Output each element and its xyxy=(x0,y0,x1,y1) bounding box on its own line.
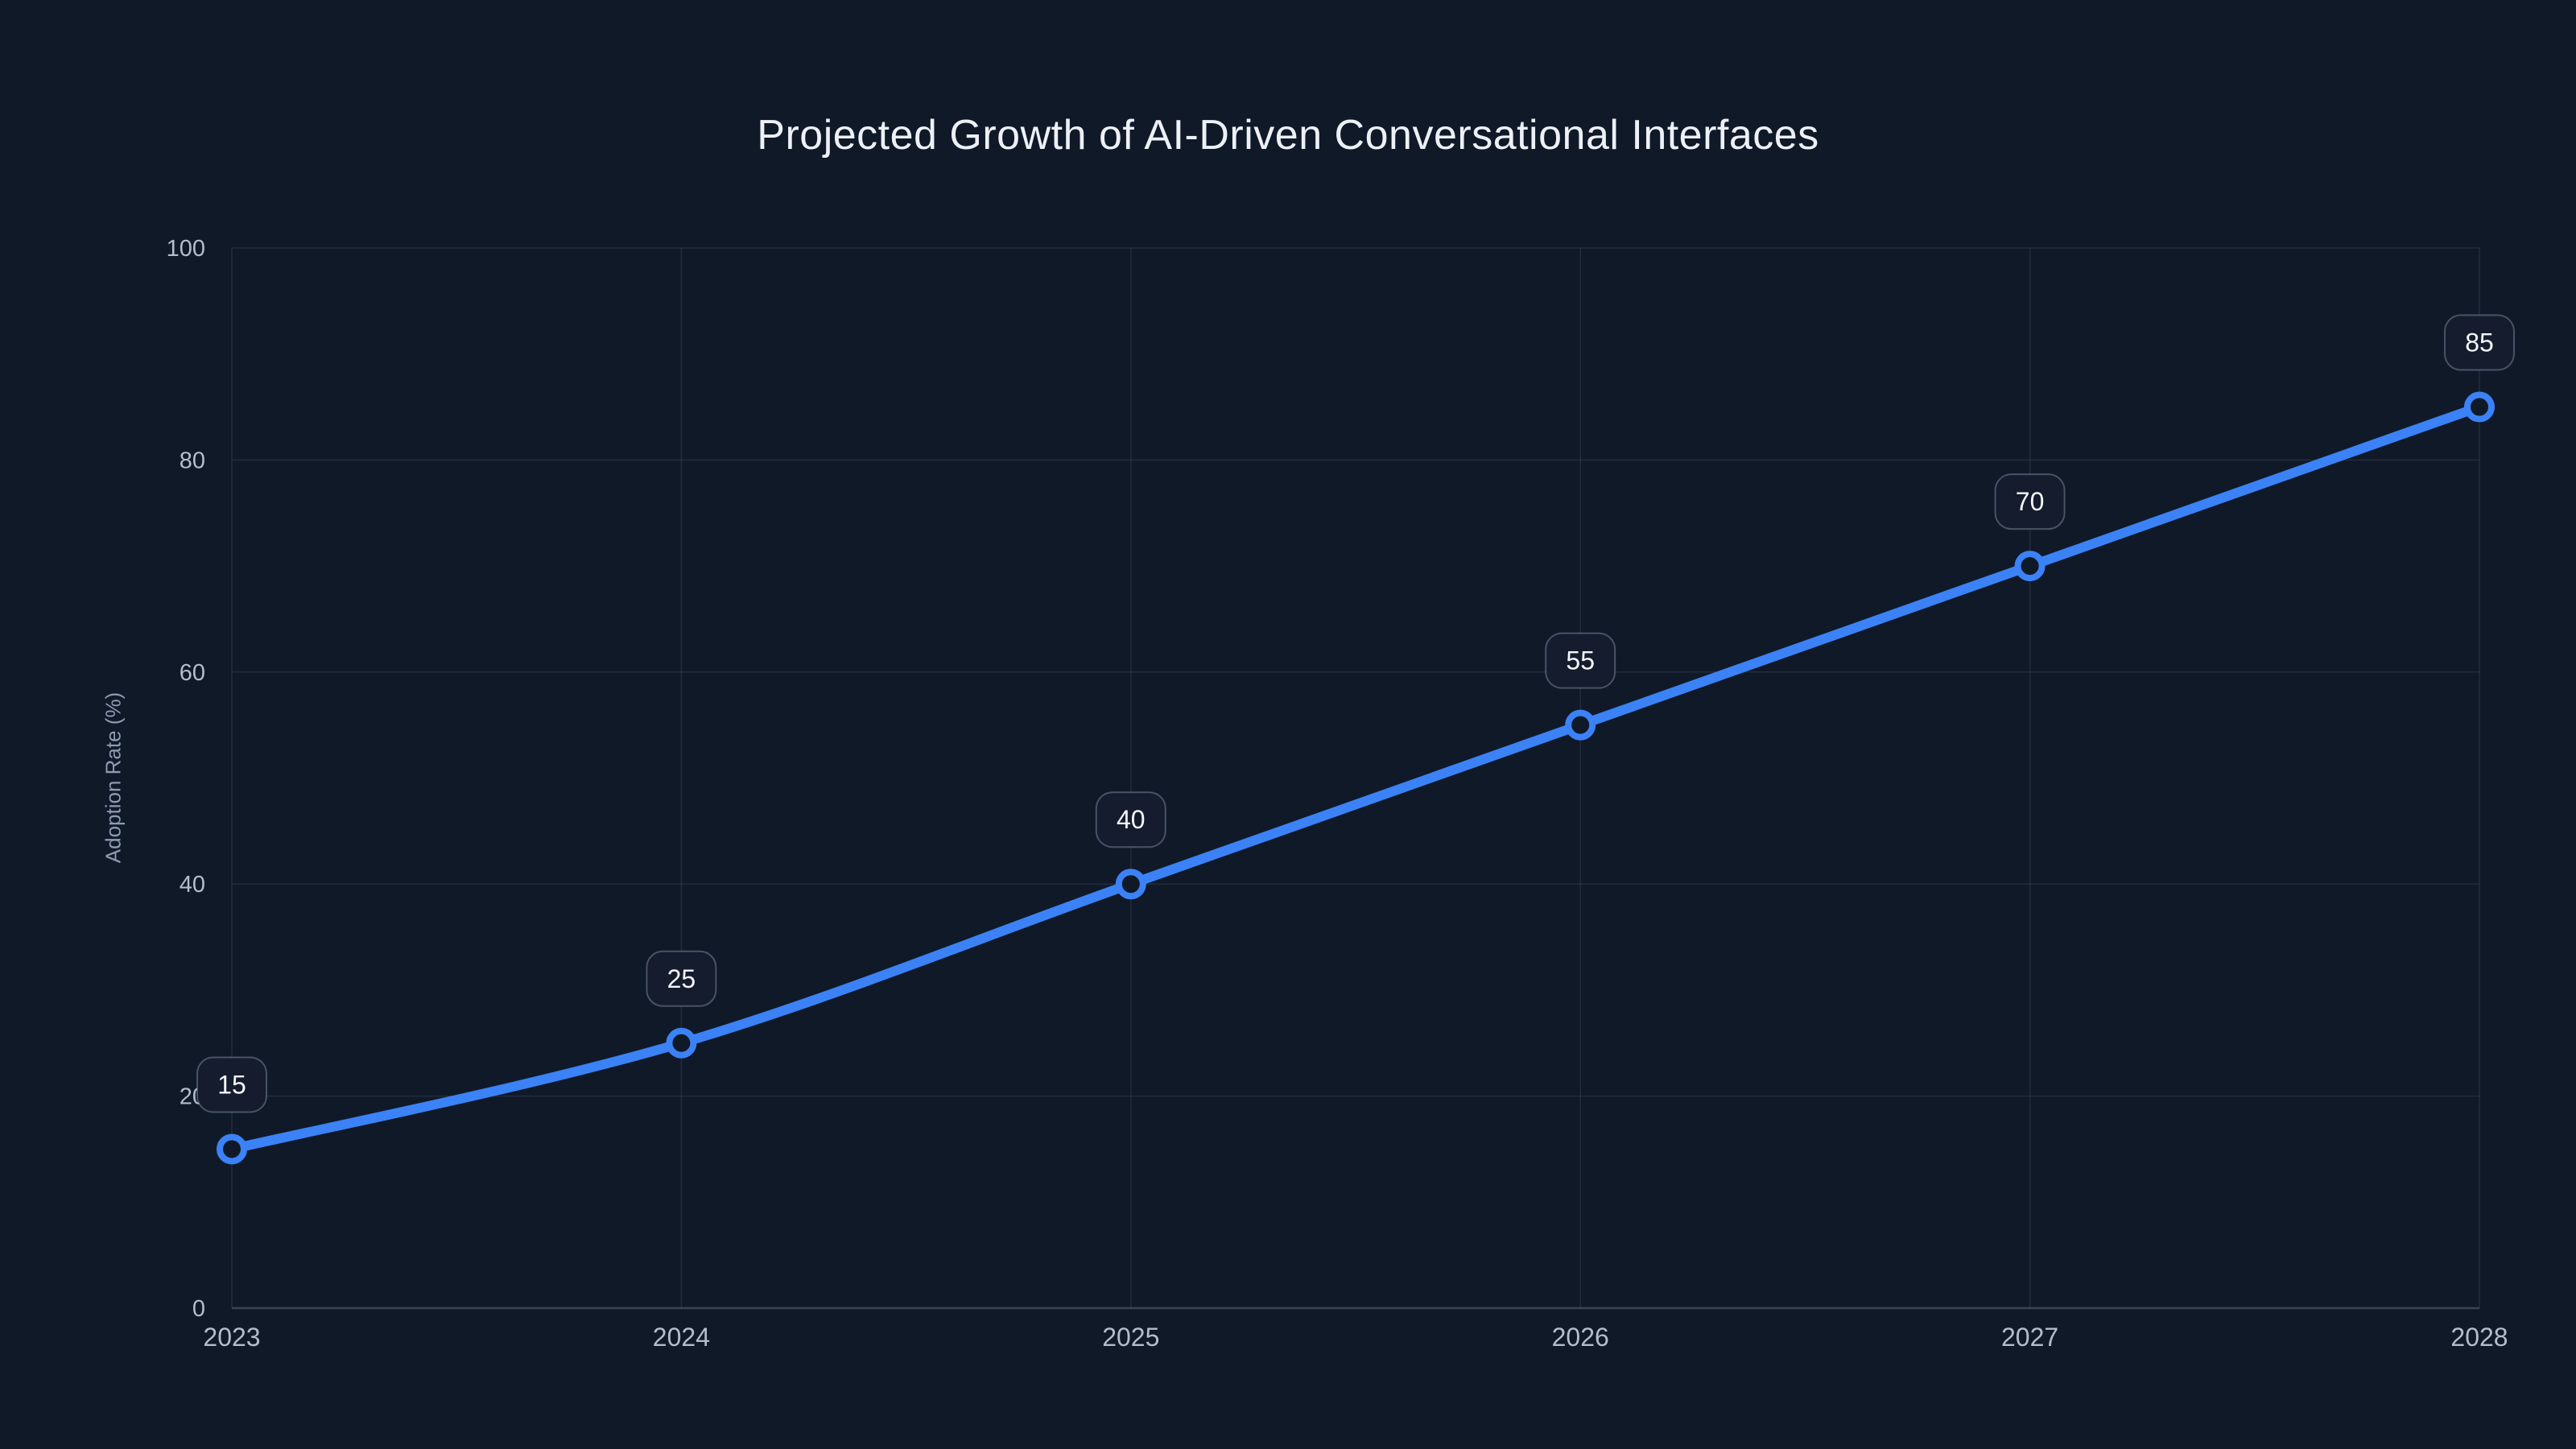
data-point-marker[interactable] xyxy=(1565,709,1596,741)
x-tick-label: 2026 xyxy=(1552,1323,1609,1352)
y-tick-label: 80 xyxy=(180,448,205,473)
data-point-marker[interactable] xyxy=(2464,391,2495,423)
point-value-label: 85 xyxy=(2465,328,2494,357)
series-line xyxy=(227,402,2484,1154)
x-tick-label: 2028 xyxy=(2450,1323,2508,1352)
chart-title: Projected Growth of AI-Driven Conversati… xyxy=(757,112,1819,159)
data-point-marker[interactable] xyxy=(2014,551,2046,582)
y-tick-label: 60 xyxy=(180,660,205,686)
x-tick-label: 2023 xyxy=(203,1323,260,1352)
x-tick-label: 2024 xyxy=(653,1323,710,1352)
x-tick-label: 2027 xyxy=(2001,1323,2058,1352)
y-tick-label: 40 xyxy=(180,872,205,898)
point-value-label: 40 xyxy=(1117,805,1146,834)
point-value-label: 15 xyxy=(217,1070,246,1099)
data-point-marker[interactable] xyxy=(1115,869,1146,900)
point-label-box xyxy=(1095,791,1166,848)
point-value-label: 70 xyxy=(2016,487,2045,516)
point-label-box xyxy=(196,1056,267,1113)
point-label-box xyxy=(1994,473,2066,530)
point-label-box xyxy=(646,950,717,1007)
point-label-box xyxy=(1545,632,1616,689)
data-point-marker[interactable] xyxy=(666,1027,697,1059)
point-label-box xyxy=(2444,314,2515,371)
y-tick-label: 100 xyxy=(167,236,205,262)
point-value-label: 25 xyxy=(667,964,696,993)
data-point-marker[interactable] xyxy=(217,1133,247,1165)
x-tick-label: 2025 xyxy=(1102,1323,1159,1352)
point-value-label: 55 xyxy=(1566,646,1595,675)
y-tick-label: 0 xyxy=(192,1296,205,1322)
